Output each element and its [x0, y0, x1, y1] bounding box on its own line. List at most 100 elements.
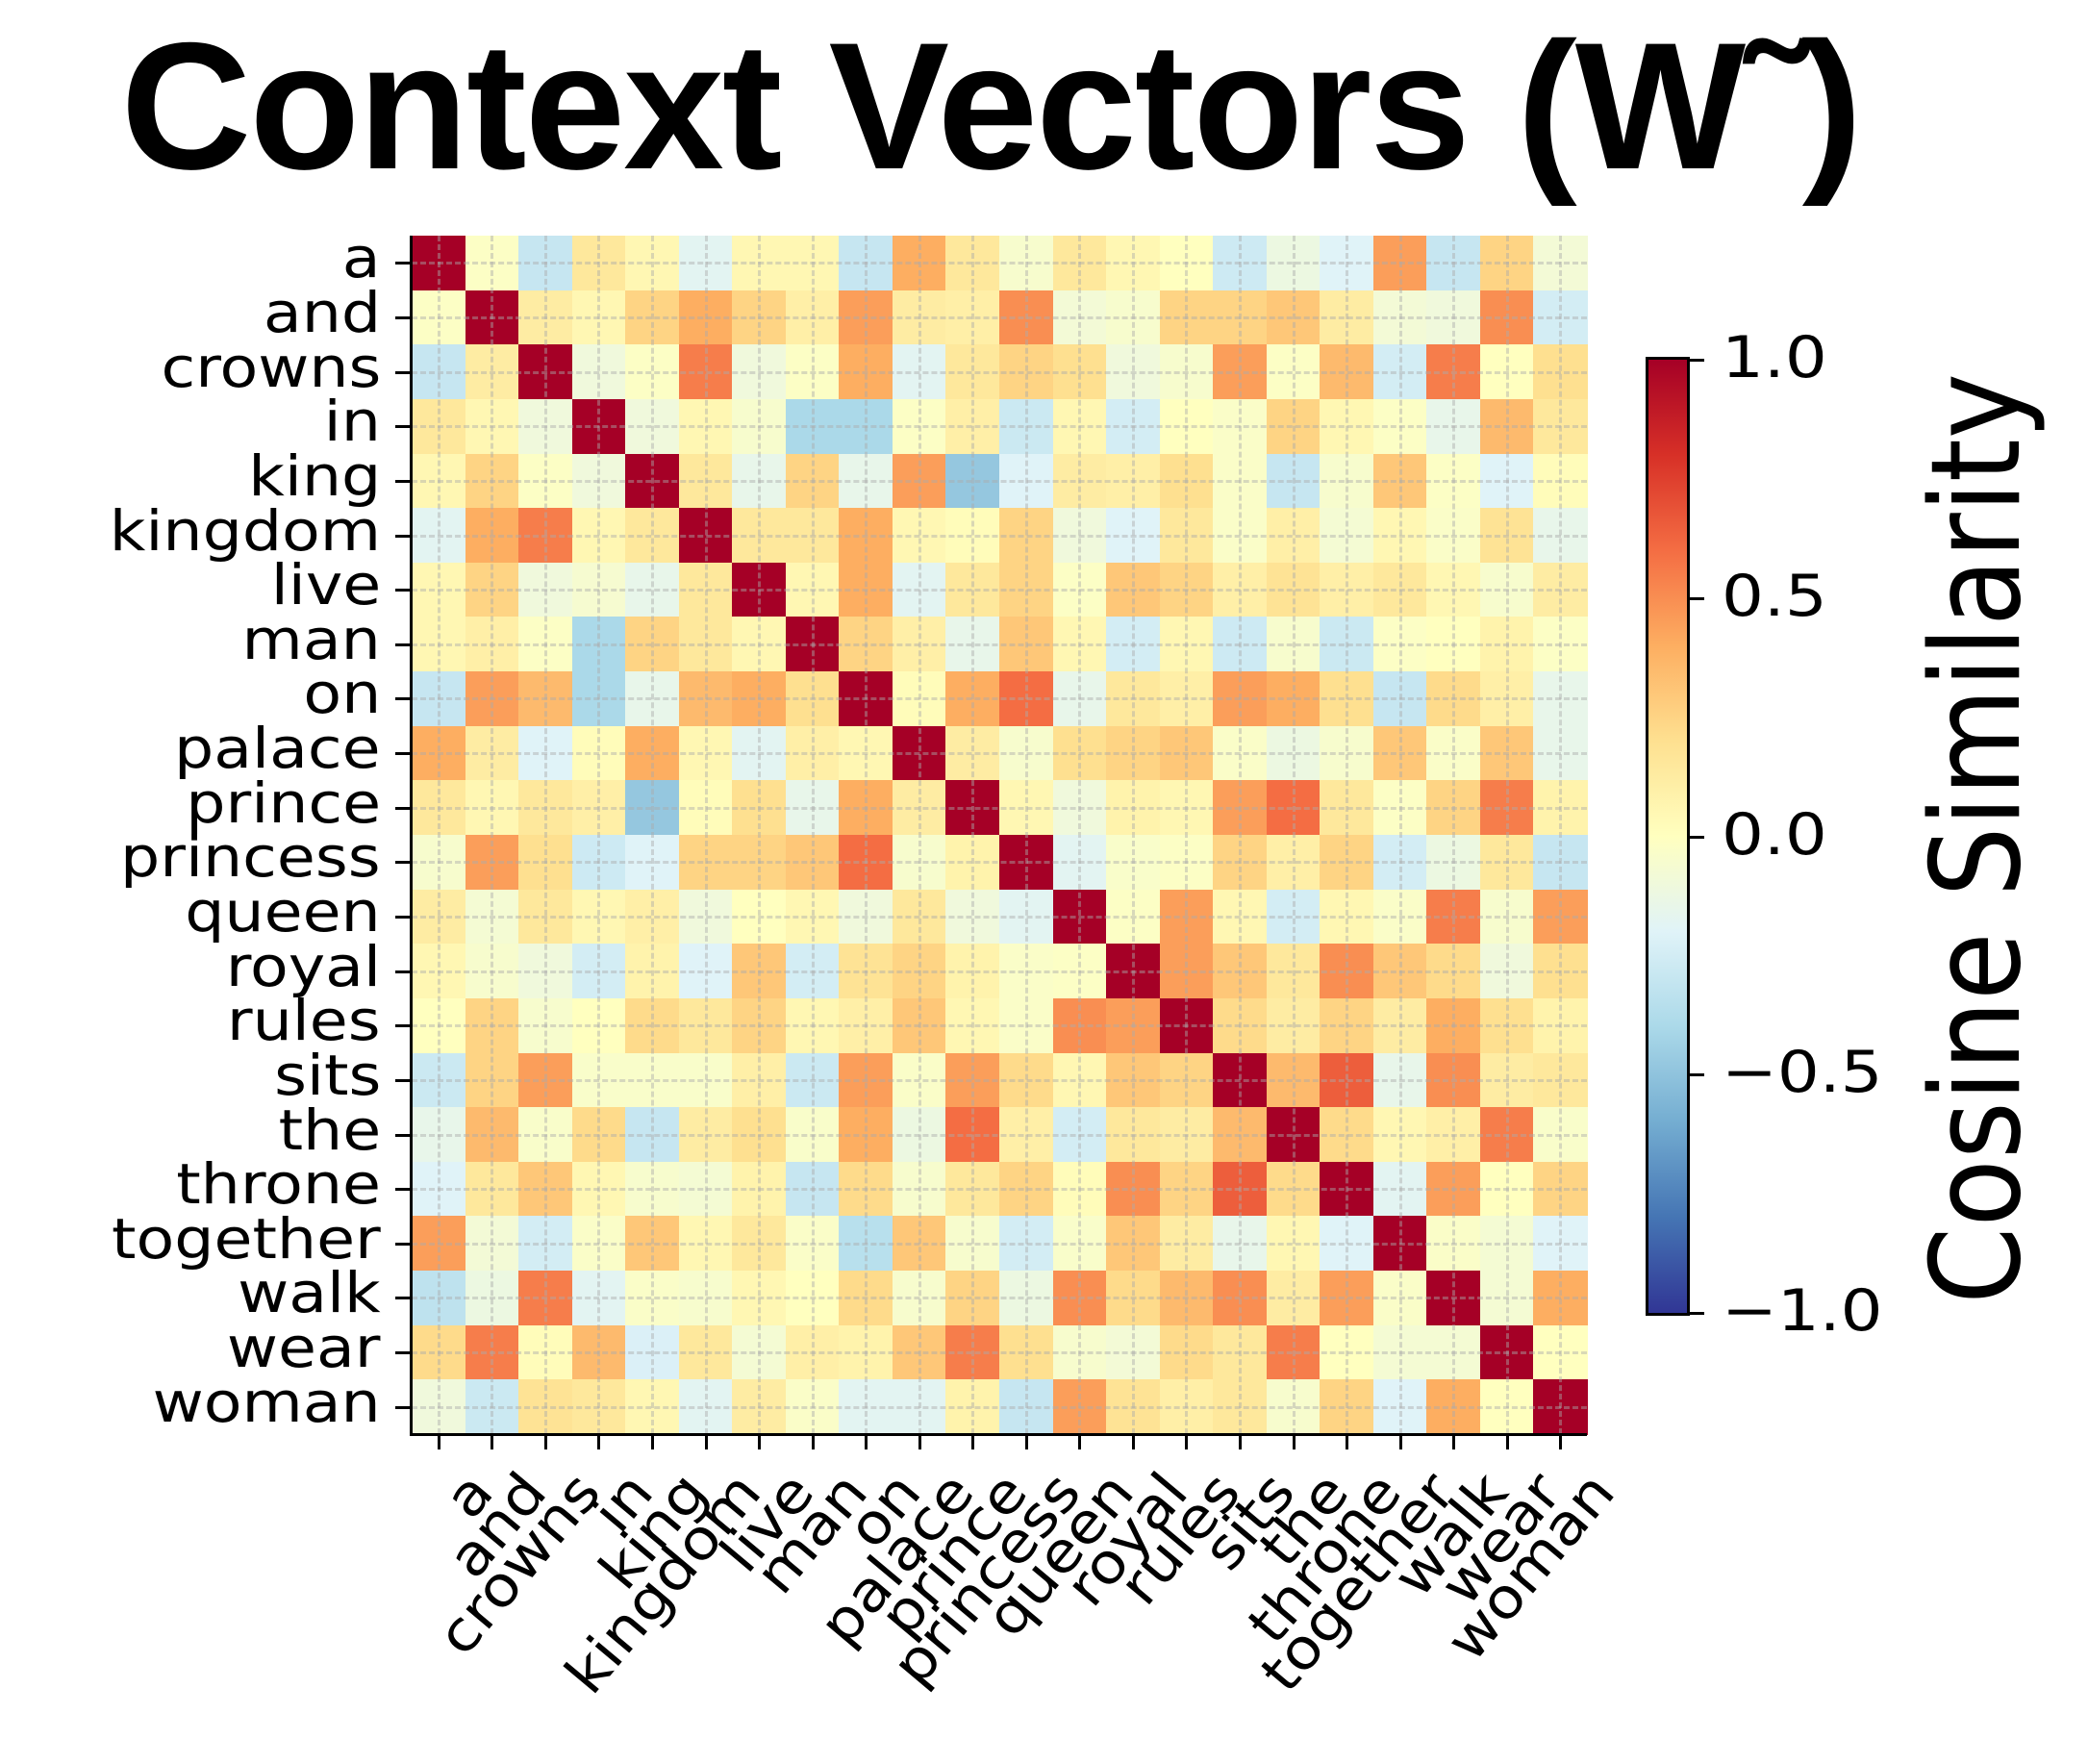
heatmap-cell: [1106, 1052, 1161, 1108]
x-tick: [918, 1435, 921, 1449]
y-tick-label: royal: [225, 933, 381, 999]
heatmap-cell: [1426, 1324, 1481, 1380]
heatmap-cell: [1052, 1216, 1107, 1272]
y-tick: [395, 1078, 410, 1082]
heatmap-cell: [1533, 671, 1588, 727]
heatmap-cell: [1533, 1052, 1588, 1108]
heatmap-cell: [732, 780, 787, 836]
heatmap-cell: [1106, 671, 1161, 727]
heatmap-cell: [571, 508, 626, 564]
heatmap-cell: [625, 780, 680, 836]
heatmap-cell: [625, 997, 680, 1054]
heatmap-cell: [1106, 1161, 1161, 1218]
colorbar-tick: [1690, 1312, 1704, 1315]
heatmap-cell: [1052, 671, 1107, 727]
heatmap-cell: [1320, 617, 1374, 672]
y-tick: [395, 370, 410, 374]
heatmap-cell: [1372, 1379, 1427, 1435]
heatmap-cell: [1052, 889, 1107, 945]
colorbar-label: Cosine Similarity: [1905, 372, 2049, 1305]
heatmap-cell: [1533, 290, 1588, 345]
heatmap-cell: [1372, 671, 1427, 727]
heatmap-cell: [1052, 290, 1107, 345]
heatmap-cell: [1533, 725, 1588, 781]
heatmap-cell: [1213, 1107, 1268, 1163]
heatmap-cell: [1159, 236, 1214, 291]
heatmap-cell: [945, 617, 1000, 672]
heatmap-cell: [1533, 1379, 1588, 1435]
y-tick-label: man: [241, 606, 381, 672]
heatmap-cell: [945, 290, 1000, 345]
heatmap-cell: [1426, 725, 1481, 781]
heatmap-cell: [571, 889, 626, 945]
y-tick-label: live: [270, 552, 381, 618]
heatmap-cell: [1213, 1161, 1268, 1218]
heatmap-cell: [999, 1216, 1054, 1272]
heatmap-cell: [892, 1379, 947, 1435]
heatmap-cell: [518, 1216, 573, 1272]
heatmap-cell: [1479, 671, 1535, 727]
gridline-vertical: [1505, 236, 1509, 1434]
heatmap-cell: [518, 780, 573, 836]
colorbar-tick: [1690, 596, 1704, 600]
heatmap-cell: [1320, 453, 1374, 509]
heatmap-cell: [1533, 562, 1588, 618]
colorbar: [1646, 357, 1690, 1316]
heatmap-cell: [465, 780, 519, 836]
y-tick: [395, 861, 410, 865]
heatmap-cell: [892, 236, 947, 291]
heatmap-cell: [1266, 1271, 1321, 1326]
heatmap-cell: [1266, 617, 1321, 672]
heatmap-cell: [839, 944, 893, 999]
heatmap-cell: [1052, 1052, 1107, 1108]
heatmap-cell: [518, 1379, 573, 1435]
heatmap-cell: [1533, 889, 1588, 945]
heatmap-cell: [625, 344, 680, 400]
heatmap-cell: [1052, 780, 1107, 836]
heatmap-cell: [412, 944, 466, 999]
heatmap-cell: [1479, 1161, 1535, 1218]
heatmap-cell: [465, 889, 519, 945]
heatmap-cell: [412, 1271, 466, 1326]
heatmap-cell: [999, 290, 1054, 345]
heatmap-cell: [1372, 944, 1427, 999]
heatmap-cell: [1479, 835, 1535, 891]
heatmap-cell: [518, 1107, 573, 1163]
heatmap-cell: [1372, 1052, 1427, 1108]
gridline-vertical: [1131, 236, 1135, 1434]
heatmap-cell: [1479, 562, 1535, 618]
heatmap-cell: [412, 1161, 466, 1218]
heatmap-cell: [465, 344, 519, 400]
heatmap-cell: [945, 344, 1000, 400]
heatmap-cell: [412, 997, 466, 1054]
heatmap-cell: [1159, 889, 1214, 945]
heatmap-cell: [1052, 1271, 1107, 1326]
y-tick-label: crowns: [161, 334, 381, 400]
heatmap-cell: [412, 835, 466, 891]
heatmap-cell: [1320, 508, 1374, 564]
heatmap-cell: [465, 398, 519, 455]
heatmap-cell: [1320, 562, 1374, 618]
y-tick-label: king: [247, 442, 381, 509]
heatmap-cell: [678, 398, 733, 455]
gridline-vertical: [758, 236, 762, 1434]
heatmap-cell: [999, 889, 1054, 945]
heatmap-cell: [1533, 1324, 1588, 1380]
heatmap-cell: [518, 290, 573, 345]
heatmap-cell: [1266, 835, 1321, 891]
heatmap-cell: [1320, 290, 1374, 345]
heatmap-cell: [1106, 780, 1161, 836]
heatmap-cell: [1213, 780, 1268, 836]
heatmap-cell: [1372, 725, 1427, 781]
heatmap-cell: [1266, 1052, 1321, 1108]
heatmap-cell: [999, 1379, 1054, 1435]
heatmap-cell: [1372, 780, 1427, 836]
x-tick: [437, 1435, 440, 1449]
colorbar-tick-label: 0.0: [1722, 800, 1827, 869]
heatmap-cell: [1213, 1052, 1268, 1108]
y-tick-label: a: [342, 225, 381, 291]
heatmap-cell: [518, 997, 573, 1054]
gridline-vertical: [1238, 236, 1242, 1434]
heatmap-cell: [1159, 617, 1214, 672]
heatmap-cell: [1320, 889, 1374, 945]
